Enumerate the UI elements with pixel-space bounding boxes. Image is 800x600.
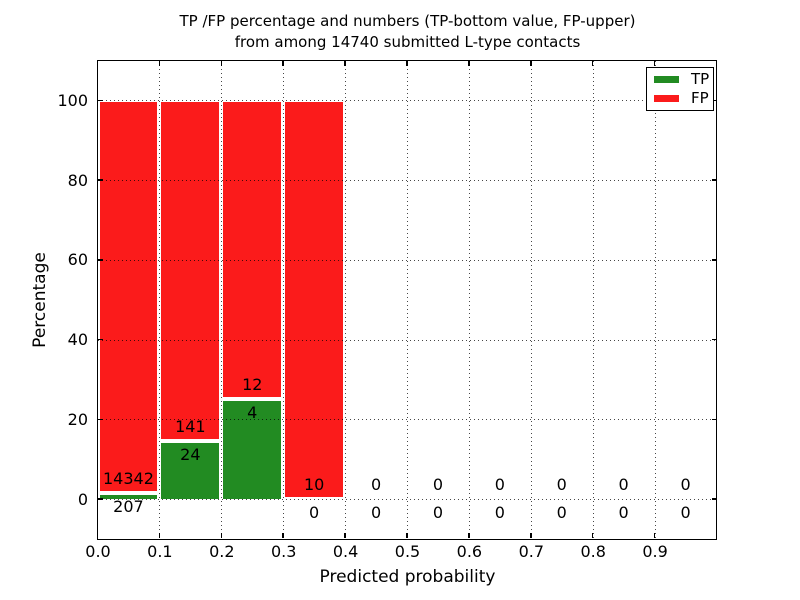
fp-count-label: 141 — [175, 417, 206, 436]
y-tick-label: 60 — [67, 250, 88, 270]
grid-line-v — [654, 60, 656, 538]
x-tick-label: 0.5 — [394, 542, 421, 561]
x-tick-label: 0.1 — [147, 542, 173, 561]
plot-area: 14342 207 141 24 12 4 10 0 0 0 0 0 0 0 0 0 0 0 0 0 — [96, 59, 717, 540]
tick-mark — [344, 60, 346, 66]
tp-count-label: 24 — [180, 445, 201, 464]
tick-mark — [591, 533, 594, 538]
tick-mark — [653, 60, 656, 66]
bar-segment-fp — [97, 100, 160, 494]
grid-line-v — [468, 60, 470, 538]
tick-mark — [406, 60, 408, 66]
x-axis-label: Predicted probability — [319, 567, 496, 587]
x-tick-label: 0.6 — [456, 542, 483, 561]
grid-line-v — [283, 60, 285, 538]
bars-layer — [97, 61, 717, 539]
x-tick-label: 0.3 — [270, 542, 297, 561]
bar-segment-tp — [97, 493, 160, 499]
y-tick-label: 40 — [67, 330, 88, 350]
tp-legend-label: TP — [691, 70, 710, 88]
tick-mark — [530, 60, 532, 66]
tp-count-label: 207 — [113, 497, 144, 517]
legend-row-fp: FP — [647, 91, 713, 106]
tick-mark — [97, 179, 103, 181]
fp-count-label: 0 — [680, 475, 691, 494]
chart-title-line2: from among 14740 submitted L-type contac… — [234, 33, 581, 51]
fp-count-label: 10 — [303, 475, 325, 494]
tp-count-label: 4 — [247, 403, 258, 423]
fp-count-label: 0 — [618, 475, 629, 494]
x-tick-label: 0.7 — [518, 542, 545, 561]
tick-mark — [97, 259, 103, 261]
grid-line-v — [530, 60, 532, 538]
tick-mark — [220, 60, 223, 66]
tick-mark — [406, 533, 408, 538]
grid-layer — [97, 60, 717, 538]
tick-mark — [97, 418, 103, 421]
value-labels-layer: 14342 207 141 24 12 4 10 0 0 0 0 0 0 0 0 0 0 0 0 0 — [98, 61, 717, 539]
legend-row-tp: TP — [647, 72, 713, 87]
tick-mark — [97, 338, 103, 341]
tick-mark — [711, 99, 717, 102]
tick-mark — [468, 60, 470, 66]
tick-mark — [711, 498, 717, 500]
y-axis-label: Percentage — [30, 252, 50, 348]
tp-count-label: 0 — [309, 503, 320, 522]
y-tick-label: 100 — [57, 90, 88, 110]
tick-mark — [711, 259, 717, 261]
x-tick-label: 0.9 — [642, 542, 668, 561]
tick-mark — [158, 60, 161, 66]
grid-line-v — [159, 60, 161, 538]
x-tick-label: 0.0 — [85, 542, 111, 561]
fp-legend-label: FP — [691, 89, 709, 107]
tick-mark — [282, 533, 284, 538]
chart-title-line1: TP /FP percentage and numbers (TP-bottom… — [179, 12, 636, 30]
tp-count-label: 0 — [432, 503, 444, 522]
y-tick-label: 20 — [67, 409, 88, 429]
tp-count-label: 0 — [680, 503, 691, 522]
grid-line-v — [221, 60, 223, 538]
tick-mark — [591, 60, 594, 66]
tp-count-label: 0 — [556, 503, 567, 522]
x-tick-label: 0.4 — [332, 542, 359, 561]
tick-mark — [711, 338, 717, 341]
grid-line-v — [407, 60, 408, 538]
fp-count-label: 14342 — [102, 469, 154, 489]
x-tick-label: 0.8 — [580, 542, 606, 561]
tick-mark — [530, 533, 532, 538]
x-tick-label: 0.2 — [209, 542, 235, 561]
grid-line-v — [592, 60, 594, 538]
fp-count-label: 0 — [370, 475, 382, 494]
fp-count-label: 0 — [432, 475, 444, 494]
tick-mark — [711, 179, 717, 181]
tick-mark — [158, 533, 161, 538]
tp-count-label: 0 — [494, 503, 505, 522]
tp-legend-swatch-icon — [654, 76, 679, 83]
tick-mark — [711, 418, 717, 421]
tick-mark — [220, 533, 223, 538]
y-tick-label: 80 — [67, 170, 88, 190]
tick-mark — [344, 533, 346, 538]
tp-count-label: 0 — [370, 503, 382, 522]
tick-mark — [653, 533, 656, 538]
ticks-layer — [97, 60, 717, 538]
legend: TP FP — [646, 67, 714, 111]
fp-legend-swatch-icon — [654, 95, 679, 102]
tick-mark — [97, 498, 103, 500]
grid-line-v — [345, 60, 347, 538]
fp-count-label: 12 — [242, 375, 263, 395]
tick-mark — [468, 533, 470, 538]
tick-mark — [97, 99, 103, 102]
fp-count-label: 0 — [494, 475, 505, 494]
tp-count-label: 0 — [618, 503, 629, 522]
chart-title: TP /FP percentage and numbers (TP-bottom… — [98, 11, 717, 53]
y-tick-label: 0 — [77, 489, 88, 509]
fp-count-label: 0 — [556, 475, 567, 494]
bar-segment-tp — [221, 399, 284, 499]
tick-mark — [282, 60, 284, 66]
